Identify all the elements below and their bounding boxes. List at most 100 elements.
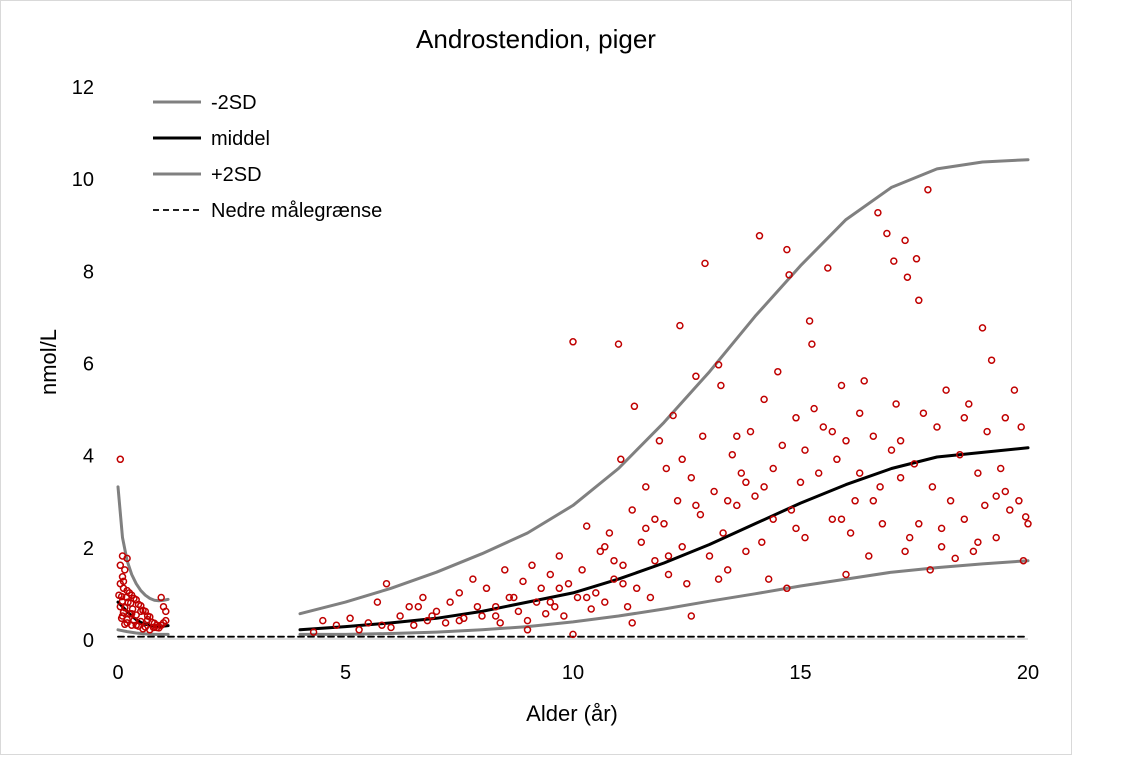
data-point xyxy=(410,621,418,629)
y-tick-label: 2 xyxy=(83,538,94,560)
data-point xyxy=(905,533,914,542)
data-point xyxy=(501,566,509,574)
data-point xyxy=(1015,497,1023,505)
data-point xyxy=(115,591,123,599)
data-point xyxy=(751,492,759,500)
data-point xyxy=(705,552,714,560)
data-point xyxy=(332,621,341,629)
data-point xyxy=(446,598,454,606)
data-point xyxy=(664,552,673,560)
legend-label: +2SD xyxy=(211,164,262,186)
data-point xyxy=(846,529,855,537)
data-point xyxy=(969,547,978,556)
y-tick-label: 10 xyxy=(72,169,94,191)
data-point xyxy=(1006,506,1014,514)
data-point xyxy=(915,520,923,528)
data-point xyxy=(833,455,841,464)
data-point xyxy=(698,432,707,440)
data-point xyxy=(1010,386,1019,394)
data-point xyxy=(978,324,987,332)
data-point xyxy=(946,497,955,505)
data-point xyxy=(890,257,898,265)
data-point xyxy=(764,575,773,583)
data-point xyxy=(637,538,646,546)
y-axis-label: nmol/L xyxy=(36,329,61,395)
data-point xyxy=(701,259,709,268)
data-point xyxy=(546,598,555,606)
data-point xyxy=(469,575,477,583)
data-point xyxy=(510,593,518,602)
data-point xyxy=(137,607,145,616)
data-point xyxy=(696,510,705,519)
y-tick-label: 6 xyxy=(83,354,94,376)
data-point xyxy=(805,317,814,325)
data-point xyxy=(912,255,921,263)
data-point xyxy=(758,538,766,546)
data-point xyxy=(960,515,969,523)
data-point xyxy=(614,340,623,348)
data-point xyxy=(149,623,158,632)
data-point xyxy=(723,566,732,574)
data-point xyxy=(523,616,532,625)
data-point xyxy=(628,506,636,514)
data-point xyxy=(491,602,500,611)
data-point xyxy=(162,616,170,625)
data-point xyxy=(714,575,723,583)
data-point xyxy=(769,515,777,523)
data-point xyxy=(719,529,727,537)
data-point xyxy=(956,450,964,459)
data-point xyxy=(630,402,639,411)
data-point xyxy=(455,616,464,625)
data-point xyxy=(116,602,125,611)
data-point xyxy=(851,497,859,505)
data-point xyxy=(824,264,832,272)
series-lines xyxy=(116,158,1030,638)
y-tick-label: 0 xyxy=(83,630,94,652)
data-point xyxy=(755,232,764,240)
y-tick-label: 4 xyxy=(83,446,94,468)
data-point xyxy=(792,524,800,533)
data-point xyxy=(785,271,793,279)
legend-label: Nedre målegrænse xyxy=(211,200,382,222)
data-point xyxy=(651,515,659,523)
data-point xyxy=(742,547,750,556)
data-point xyxy=(619,579,627,588)
data-point xyxy=(678,455,686,464)
data-point xyxy=(883,229,891,238)
data-point xyxy=(537,584,545,593)
data-point xyxy=(623,602,632,611)
data-point xyxy=(482,584,491,593)
data-point xyxy=(901,236,909,245)
data-point xyxy=(983,427,991,436)
data-point xyxy=(742,478,750,487)
data-point xyxy=(619,561,627,570)
data-point xyxy=(528,561,536,570)
data-point xyxy=(992,533,1000,542)
data-point xyxy=(746,427,755,436)
data-point xyxy=(121,603,129,612)
data-point xyxy=(423,616,432,625)
data-point xyxy=(692,501,700,510)
data-point xyxy=(787,506,796,514)
data-point xyxy=(965,400,973,408)
data-point xyxy=(132,621,140,629)
x-tick-label: 0 xyxy=(112,662,123,684)
data-point xyxy=(903,273,912,281)
data-point xyxy=(937,524,946,533)
data-point xyxy=(828,515,837,523)
data-point xyxy=(121,566,129,574)
x-tick-label: 15 xyxy=(789,662,811,684)
data-point xyxy=(346,614,354,623)
data-point xyxy=(878,520,887,528)
data-point xyxy=(1017,423,1025,431)
data-point xyxy=(896,437,905,445)
data-point xyxy=(119,577,128,586)
data-point xyxy=(569,338,577,346)
y-tick-label: 12 xyxy=(72,77,94,99)
data-point xyxy=(441,619,450,627)
data-point xyxy=(687,473,696,482)
data-point xyxy=(414,602,423,611)
data-point xyxy=(642,524,650,533)
data-point xyxy=(919,409,928,417)
series-line-2sd xyxy=(298,559,1030,636)
